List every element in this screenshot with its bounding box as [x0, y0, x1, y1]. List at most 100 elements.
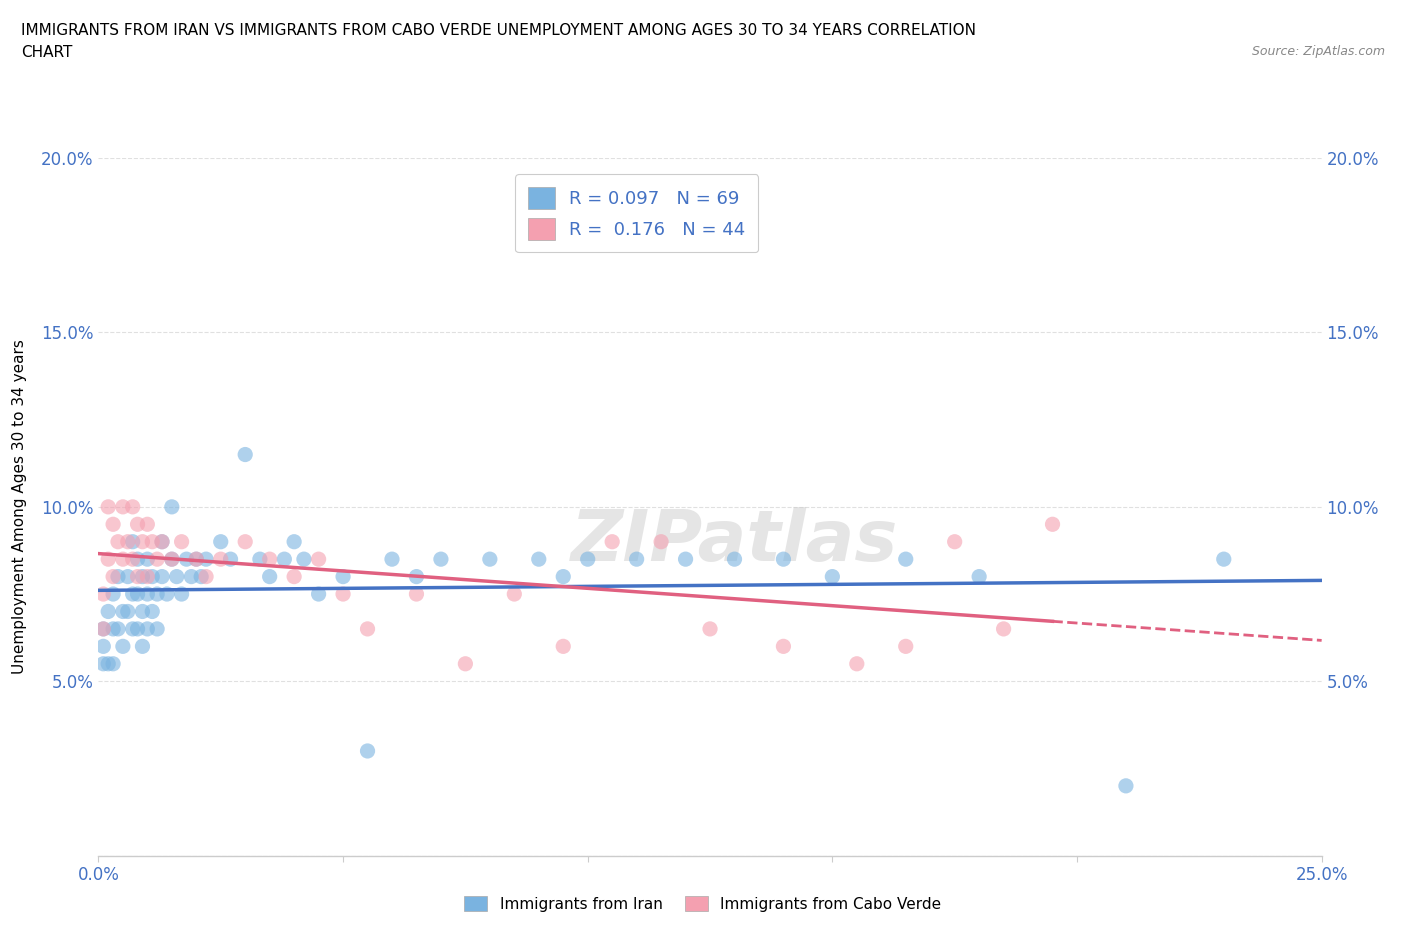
- Y-axis label: Unemployment Among Ages 30 to 34 years: Unemployment Among Ages 30 to 34 years: [13, 339, 27, 674]
- Point: [553, 569, 575, 584]
- Point: [121, 534, 143, 549]
- Point: [111, 604, 134, 619]
- Point: [150, 534, 173, 549]
- Point: [111, 639, 134, 654]
- Point: [101, 657, 124, 671]
- Point: [943, 534, 966, 549]
- Text: IMMIGRANTS FROM IRAN VS IMMIGRANTS FROM CABO VERDE UNEMPLOYMENT AMONG AGES 30 TO: IMMIGRANTS FROM IRAN VS IMMIGRANTS FROM …: [21, 23, 976, 38]
- Point: [170, 534, 193, 549]
- Point: [292, 551, 315, 566]
- Point: [170, 587, 193, 602]
- Point: [772, 639, 794, 654]
- Point: [136, 587, 159, 602]
- Point: [127, 517, 149, 532]
- Point: [430, 551, 453, 566]
- Point: [190, 569, 212, 584]
- Point: [405, 569, 427, 584]
- Point: [127, 551, 149, 566]
- Legend: R = 0.097   N = 69, R =  0.176   N = 44: R = 0.097 N = 69, R = 0.176 N = 44: [515, 174, 758, 252]
- Point: [195, 551, 218, 566]
- Point: [283, 534, 305, 549]
- Point: [180, 569, 202, 584]
- Point: [219, 551, 242, 566]
- Point: [111, 551, 134, 566]
- Point: [454, 657, 477, 671]
- Point: [127, 569, 149, 584]
- Point: [91, 621, 114, 636]
- Point: [121, 587, 143, 602]
- Point: [101, 517, 124, 532]
- Point: [894, 551, 917, 566]
- Point: [209, 551, 232, 566]
- Point: [107, 621, 129, 636]
- Point: [166, 569, 188, 584]
- Point: [233, 534, 256, 549]
- Point: [993, 621, 1015, 636]
- Point: [273, 551, 295, 566]
- Point: [127, 621, 149, 636]
- Point: [146, 621, 169, 636]
- Point: [150, 534, 173, 549]
- Point: [146, 551, 169, 566]
- Point: [527, 551, 550, 566]
- Point: [600, 534, 623, 549]
- Point: [675, 551, 697, 566]
- Point: [136, 621, 159, 636]
- Point: [356, 621, 378, 636]
- Legend: Immigrants from Iran, Immigrants from Cabo Verde: Immigrants from Iran, Immigrants from Ca…: [458, 889, 948, 918]
- Point: [136, 569, 159, 584]
- Point: [576, 551, 599, 566]
- Point: [107, 534, 129, 549]
- Point: [131, 534, 153, 549]
- Point: [97, 604, 120, 619]
- Point: [160, 551, 183, 566]
- Point: [101, 587, 124, 602]
- Point: [249, 551, 271, 566]
- Point: [1212, 551, 1234, 566]
- Point: [97, 551, 120, 566]
- Point: [91, 639, 114, 654]
- Point: [503, 587, 526, 602]
- Point: [101, 569, 124, 584]
- Point: [699, 621, 721, 636]
- Point: [141, 534, 163, 549]
- Point: [117, 534, 139, 549]
- Point: [381, 551, 404, 566]
- Text: ZIPatlas: ZIPatlas: [571, 507, 898, 577]
- Point: [1115, 778, 1137, 793]
- Point: [156, 587, 179, 602]
- Point: [141, 604, 163, 619]
- Point: [160, 499, 183, 514]
- Point: [821, 569, 844, 584]
- Point: [131, 569, 153, 584]
- Point: [723, 551, 745, 566]
- Point: [97, 657, 120, 671]
- Point: [186, 551, 208, 566]
- Point: [356, 744, 378, 759]
- Point: [478, 551, 501, 566]
- Point: [150, 569, 173, 584]
- Point: [97, 499, 120, 514]
- Point: [405, 587, 427, 602]
- Point: [127, 587, 149, 602]
- Point: [160, 551, 183, 566]
- Point: [967, 569, 990, 584]
- Point: [91, 657, 114, 671]
- Point: [117, 569, 139, 584]
- Point: [283, 569, 305, 584]
- Text: Source: ZipAtlas.com: Source: ZipAtlas.com: [1251, 45, 1385, 58]
- Point: [553, 639, 575, 654]
- Point: [209, 534, 232, 549]
- Point: [111, 499, 134, 514]
- Point: [1042, 517, 1064, 532]
- Point: [101, 621, 124, 636]
- Point: [107, 569, 129, 584]
- Point: [121, 621, 143, 636]
- Point: [259, 551, 281, 566]
- Point: [117, 604, 139, 619]
- Point: [332, 569, 354, 584]
- Point: [91, 621, 114, 636]
- Point: [121, 499, 143, 514]
- Point: [626, 551, 648, 566]
- Point: [131, 639, 153, 654]
